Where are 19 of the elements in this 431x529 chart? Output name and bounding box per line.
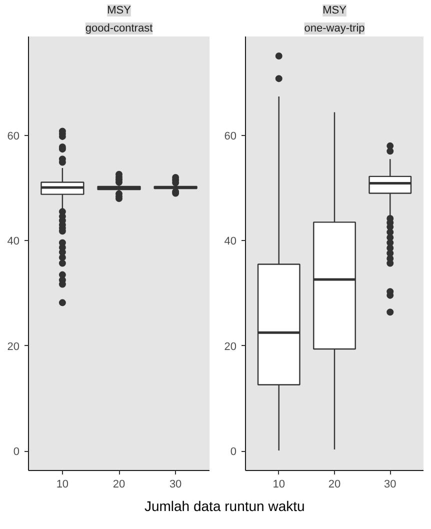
x-tick-label: 20 <box>328 478 341 490</box>
y-tick-label: 20 <box>7 340 20 353</box>
y-tick-label: 0 <box>13 446 20 458</box>
y-tick-label: 60 <box>7 130 20 142</box>
y-tick-label: 40 <box>7 236 20 248</box>
chart-title: MSY <box>322 4 348 16</box>
x-tick-label: 30 <box>384 478 396 490</box>
y-tick-label: 40 <box>224 236 237 248</box>
y-tick-label: 60 <box>224 130 237 142</box>
x-axis-title: Jumlah data runtun waktu <box>144 498 305 514</box>
x-tick-label: 10 <box>272 478 286 490</box>
y-tick-label: 20 <box>224 340 237 353</box>
x-tick-label: 10 <box>56 478 69 490</box>
x-tick-label: 30 <box>169 478 182 490</box>
chart-title: MSY <box>107 4 132 16</box>
chart-subtitle: good-contrast <box>85 22 153 34</box>
chart-subtitle: one-way-trip <box>304 22 365 34</box>
y-tick-label: 0 <box>230 446 237 458</box>
x-tick-label: 20 <box>112 478 126 490</box>
